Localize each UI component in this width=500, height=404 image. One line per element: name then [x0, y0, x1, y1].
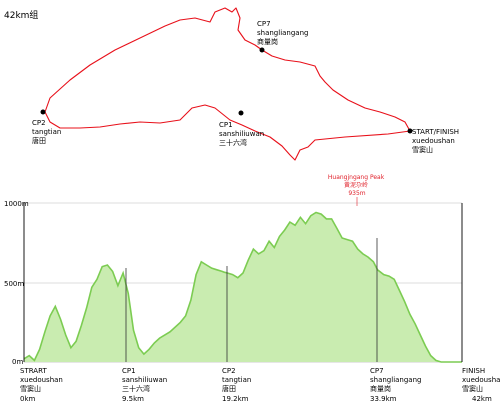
- cp2-map-marker: [40, 109, 46, 115]
- x-axis-labels: STRART xuedoushan 雪窦山 0km CP1 sanshiliuw…: [20, 367, 500, 403]
- route-map: CP7 shangliangang 商量岗 CP2 tangtian 唐田 CP…: [32, 7, 461, 161]
- cp7-map-marker: [259, 47, 265, 53]
- x-label-cp7: CP7 shangliangang 商量岗 33.9km: [370, 367, 424, 403]
- elevation-profile: 1000m 500m 0m Huangjngang Peak 黄泥尕岭 935m: [4, 174, 463, 366]
- start-finish-map-marker: [407, 128, 413, 134]
- route-line: [44, 7, 411, 161]
- cp2-map-label: CP2 tangtian 唐田: [32, 119, 64, 145]
- y-tick-500: 500m: [4, 280, 24, 288]
- elevation-area: [24, 212, 462, 362]
- x-label-start: STRART xuedoushan 雪窦山 0km: [20, 367, 65, 403]
- peak-label: Huangjngang Peak 黄泥尕岭 935m: [328, 174, 386, 197]
- x-label-finish: FINISH xuedoushan 雪窦山 42km: [462, 367, 500, 403]
- race-title: 42km组: [4, 11, 39, 21]
- y-tick-1000: 1000m: [4, 200, 29, 208]
- elevation-line: [23, 211, 462, 363]
- cp1-map-marker: [238, 110, 244, 116]
- cp7-map-label: CP7 shangliangang 商量岗: [257, 20, 311, 46]
- start-finish-map-label: START/FINISH xuedoushan 雪窦山: [412, 128, 461, 154]
- y-tick-0: 0m: [12, 358, 23, 366]
- cp1-map-label: CP1 sanshiliuwan 三十六湾: [219, 121, 266, 147]
- x-label-cp2: CP2 tangtian 唐田 19.2km: [222, 367, 254, 403]
- x-label-cp1: CP1 sanshiliuwan 三十六湾 9.5km: [122, 367, 169, 403]
